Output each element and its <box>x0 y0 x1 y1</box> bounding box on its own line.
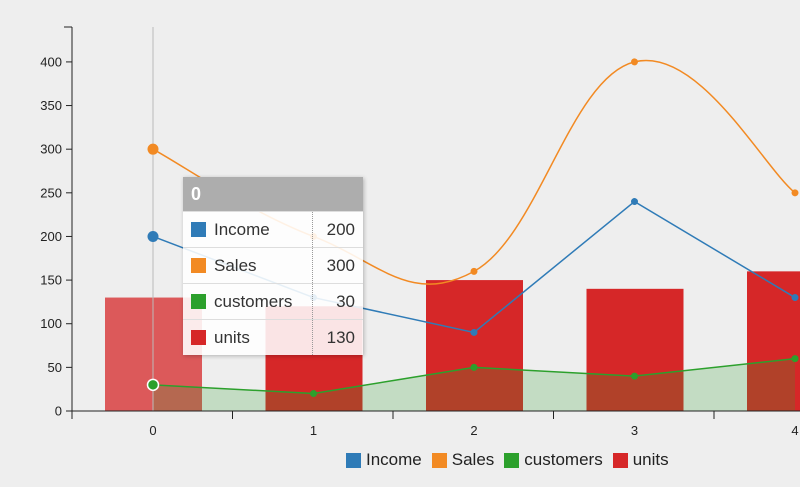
chart-tooltip: 0 Income 200 Sales 300 customers 30 unit… <box>183 177 363 355</box>
tooltip-series-name: units <box>214 327 250 347</box>
legend-label: Sales <box>451 450 495 469</box>
tooltip-series: units <box>183 320 313 355</box>
y-tick-label-100: 100 <box>40 316 62 331</box>
area-customers <box>153 358 795 411</box>
point-income-4 <box>791 294 799 302</box>
legend-swatch <box>612 452 628 468</box>
legend-swatch <box>504 452 520 468</box>
legend-item-income[interactable]: Income <box>346 450 422 470</box>
legend-label: units <box>632 450 669 469</box>
tooltip-swatch <box>191 330 206 345</box>
y-tick-label-350: 350 <box>40 98 62 113</box>
tooltip-row: Sales 300 <box>183 247 363 283</box>
point-customers-4 <box>791 355 799 363</box>
tooltip-title: 0 <box>183 177 363 211</box>
tooltip-value: 300 <box>326 256 355 275</box>
tooltip-value: 200 <box>326 220 355 239</box>
tooltip-series: Sales <box>183 248 313 283</box>
tooltip-series-name: Income <box>214 219 270 239</box>
legend-item-customers[interactable]: customers <box>504 450 603 470</box>
y-tick-label-150: 150 <box>40 273 62 288</box>
y-tick-label-400: 400 <box>40 54 62 69</box>
tooltip-swatch <box>191 294 206 309</box>
tooltip-value: 130 <box>326 328 355 347</box>
point-customers-1 <box>310 390 317 398</box>
y-tick-label-200: 200 <box>40 229 62 244</box>
y-tick-label-50: 50 <box>48 360 62 375</box>
tooltip-swatch <box>191 258 206 273</box>
tooltip-row: units 130 <box>183 319 363 355</box>
legend-label: customers <box>524 450 603 469</box>
legend-label: Income <box>366 450 422 469</box>
point-sales-3 <box>631 58 638 66</box>
y-tick-label-300: 300 <box>40 142 62 157</box>
point-customers-2 <box>470 363 478 371</box>
point-sales-4 <box>791 189 799 197</box>
tooltip-value: 30 <box>336 292 355 311</box>
legend-swatch <box>346 452 361 468</box>
bar-3 <box>586 288 684 411</box>
y-tick-label-0: 0 <box>55 404 62 419</box>
tooltip-swatch <box>191 222 206 237</box>
chart-legend: Income Sales customers units <box>346 450 679 470</box>
x-tick-label-1: 1 <box>310 423 317 438</box>
tooltip-row: Income 200 <box>183 211 363 247</box>
legend-item-units[interactable]: units <box>612 450 669 470</box>
tooltip-series-name: customers <box>214 291 293 311</box>
y-tick-label-250: 250 <box>40 185 62 200</box>
x-tick-label-4: 4 <box>791 423 798 438</box>
legend-item-sales[interactable]: Sales <box>431 450 495 470</box>
bar-2 <box>426 280 523 411</box>
x-tick-label-0: 0 <box>149 423 156 438</box>
tooltip-row: customers 30 <box>183 283 363 319</box>
tooltip-series-name: Sales <box>214 255 257 275</box>
point-income-2 <box>470 328 478 336</box>
point-income-0 <box>147 230 159 242</box>
point-customers-3 <box>631 372 638 380</box>
point-customers-0 <box>146 378 160 392</box>
tooltip-series: Income <box>183 212 313 247</box>
x-tick-label-3: 3 <box>631 423 638 438</box>
point-sales-0 <box>147 143 159 155</box>
x-tick-label-2: 2 <box>470 423 477 438</box>
point-sales-2 <box>470 267 478 275</box>
legend-swatch <box>431 452 447 468</box>
tooltip-series: customers <box>183 284 313 319</box>
point-income-3 <box>631 198 638 206</box>
